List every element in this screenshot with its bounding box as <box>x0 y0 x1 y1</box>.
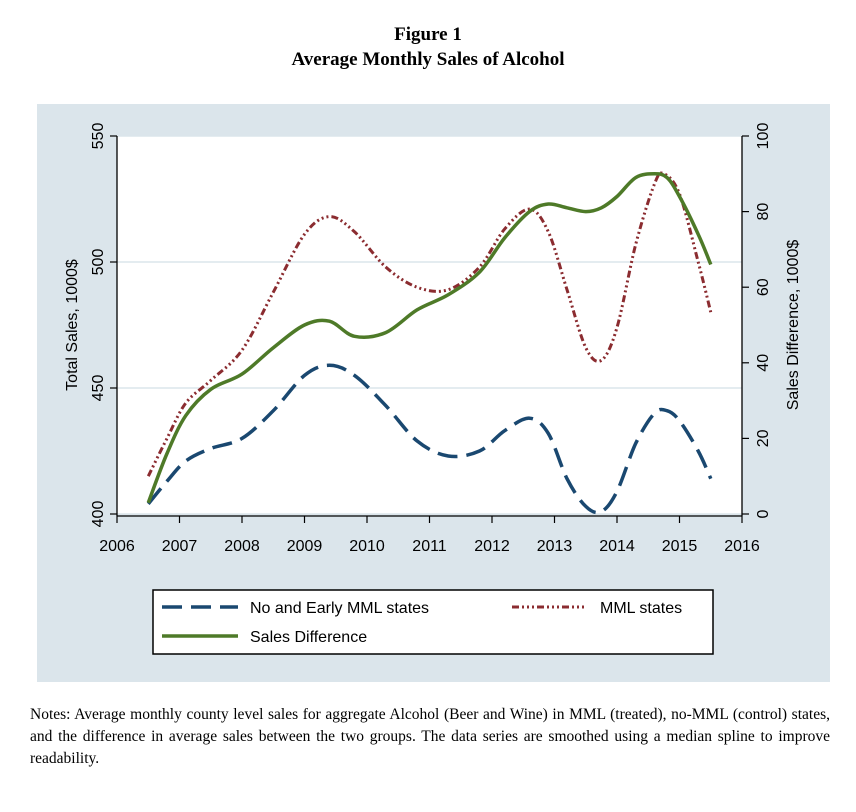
plot-area <box>117 136 742 514</box>
y-axis-title-right: Sales Difference, 1000$ <box>785 240 802 411</box>
legend-label-no-and-early-mml: No and Early MML states <box>250 600 429 617</box>
y-tick-label-right: 40 <box>755 354 772 372</box>
x-tick-label: 2010 <box>349 538 385 555</box>
x-tick-label: 2012 <box>474 538 510 555</box>
gridlines <box>117 135 742 515</box>
y-tick-label-right: 80 <box>755 203 772 221</box>
x-tick-label: 2014 <box>599 538 635 555</box>
x-tick-label: 2008 <box>224 538 260 555</box>
y-tick-label-right: 0 <box>755 509 772 518</box>
x-tick-label: 2009 <box>287 538 323 555</box>
x-tick-label: 2013 <box>537 538 573 555</box>
figure-number: Figure 1 <box>394 24 462 45</box>
y-tick-label-right: 20 <box>755 429 772 447</box>
legend-label-sales-difference: Sales Difference <box>250 629 367 646</box>
y-tick-label-left: 400 <box>90 501 107 528</box>
legend: No and Early MML states MML states Sales… <box>152 589 714 655</box>
x-tick-label: 2007 <box>162 538 198 555</box>
x-tick-label: 2016 <box>724 538 760 555</box>
series-line-no-and-early-mml <box>146 363 713 515</box>
axes: 2006 2007 2008 2009 2010 2011 2012 2013 2014 2015… <box>90 123 772 555</box>
y-tick-label-left: 450 <box>90 375 107 402</box>
figure-notes: Notes: Average monthly county level sale… <box>30 706 830 767</box>
x-tick-label: 2006 <box>99 538 135 555</box>
series-line-sales-difference <box>146 172 713 504</box>
y-tick-label-left: 550 <box>90 123 107 150</box>
x-tick-label: 2015 <box>662 538 698 555</box>
x-tick-label: 2011 <box>412 538 447 555</box>
legend-box <box>152 589 714 655</box>
figure-title: Average Monthly Sales of Alcohol <box>291 49 565 70</box>
y-tick-label-left: 500 <box>90 249 107 276</box>
y-tick-label-right: 60 <box>755 278 772 296</box>
legend-label-mml-states: MML states <box>600 600 682 617</box>
chart: 2006 2007 2008 2009 2010 2011 2012 2013 2014 2015… <box>37 104 830 682</box>
y-tick-label-right: 100 <box>755 123 772 150</box>
y-axis-title-left: Total Sales, 1000$ <box>64 259 81 391</box>
series-lines <box>146 171 713 515</box>
